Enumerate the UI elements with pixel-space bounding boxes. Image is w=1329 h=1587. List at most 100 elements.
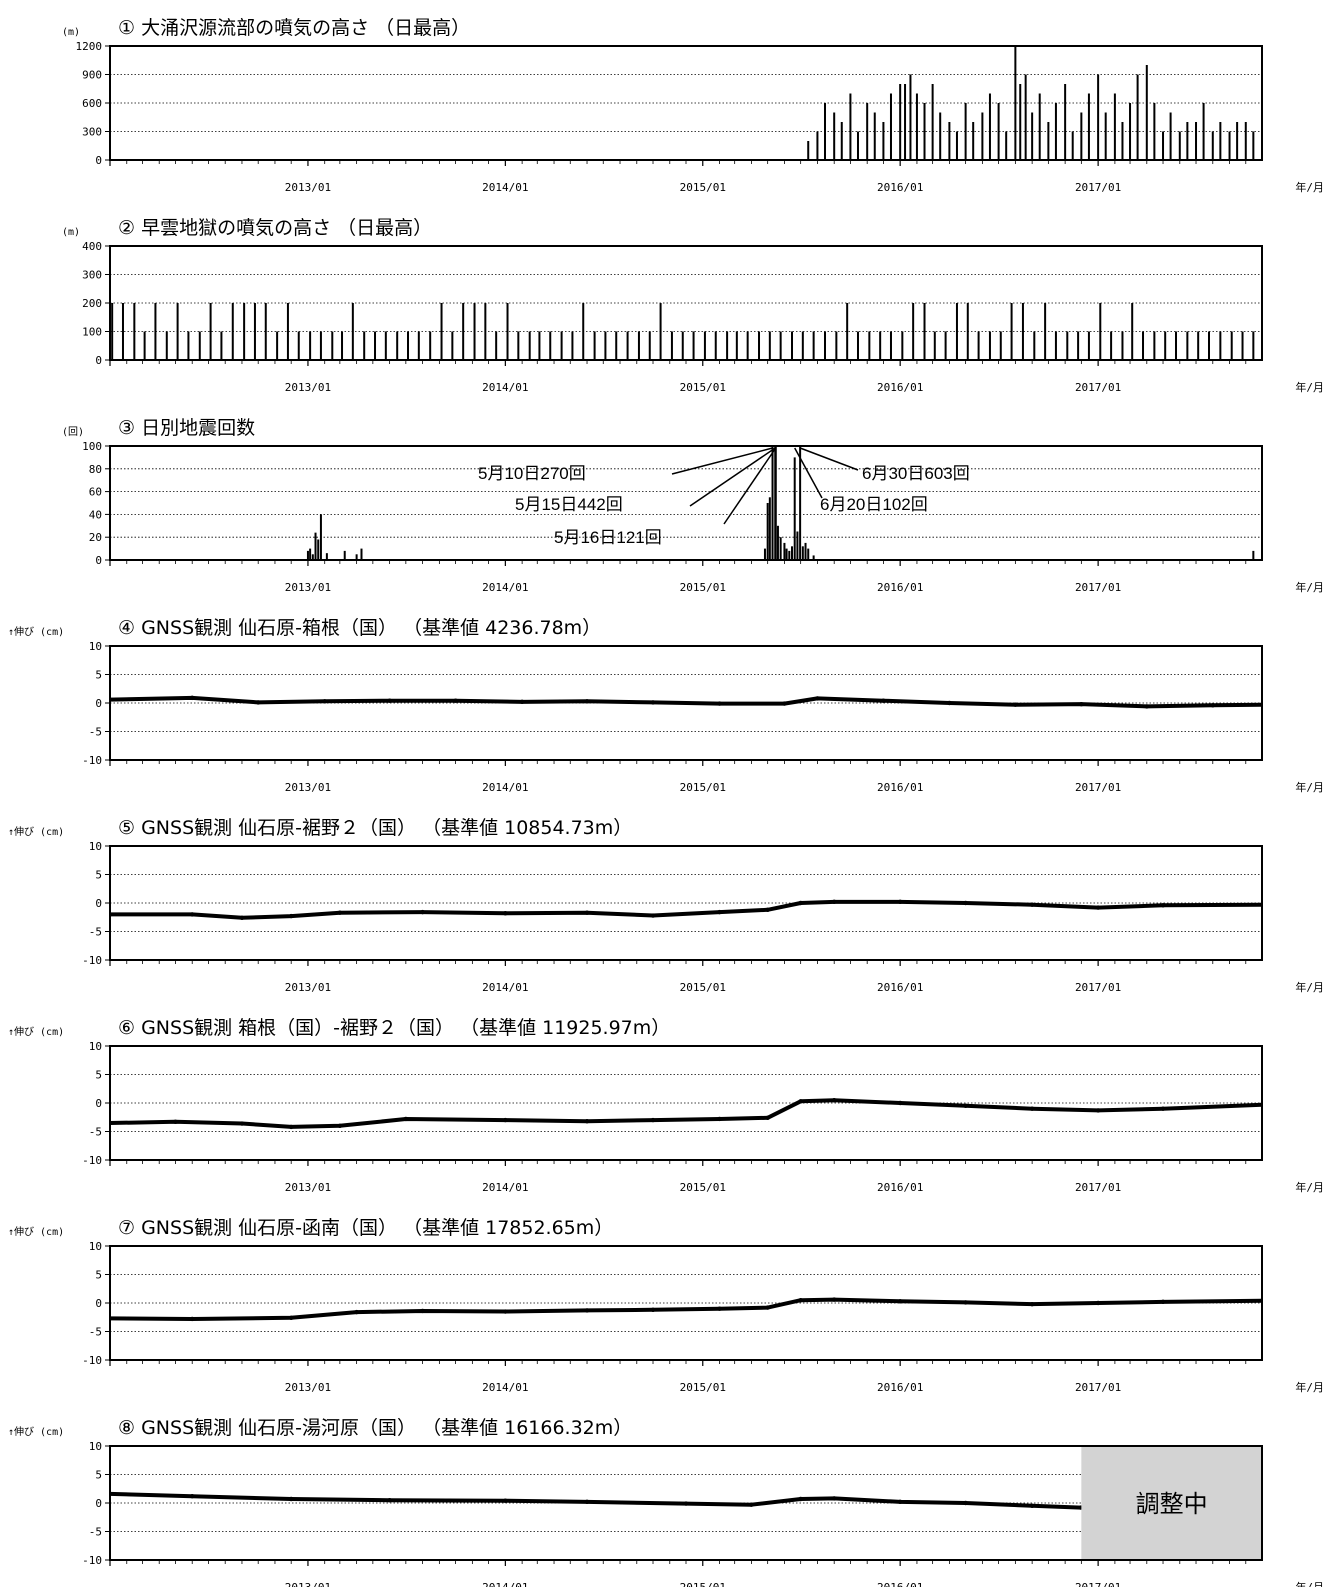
data-point [1160,1106,1166,1111]
series-line [110,695,1262,709]
bar [351,303,354,360]
data-point [1160,1299,1166,1305]
bar [484,303,487,360]
bar [1164,331,1167,360]
data-point [765,907,770,913]
bar [429,331,432,360]
panel-title: ⑧ GNSS観測 仙石原-湯河原（国） （基準値 16166.32m） [118,1417,632,1439]
data-point [190,912,195,917]
bar [319,331,322,360]
chart-panel-6: ⑥ GNSS観測 箱根（国）-裾野２（国） （基準値 11925.97m） ↑伸び… [8,1017,1324,1194]
bar [1207,331,1210,360]
y-tick-label: -5 [89,1326,102,1339]
bar [977,331,980,360]
x-unit-label: 年/月 [1295,980,1324,994]
bar [1241,331,1244,360]
bar [473,303,476,360]
bar [462,303,465,360]
bar [325,553,328,560]
bar [317,539,320,560]
bar [866,103,869,160]
bar [779,537,782,560]
bar [1202,103,1205,160]
bar [1162,131,1165,160]
x-tick-label: 2016/01 [877,181,923,194]
data-point [683,1501,689,1506]
bar [909,74,912,160]
bar [121,303,124,360]
panel-title: ① 大涌沢源流部の噴気の高さ （日最高） [118,17,470,39]
bar [768,497,771,560]
bar [948,122,951,160]
x-tick-label: 2016/01 [877,981,923,994]
data-point [897,899,903,905]
bar [988,93,991,160]
bar [812,331,815,360]
annotation-leader [671,447,773,475]
bar [988,331,991,360]
bar [187,331,190,360]
bar [868,331,871,360]
bar [309,331,312,360]
y-tick-label: 600 [82,97,102,110]
bar [209,303,212,360]
panel-title: ③ 日別地震回数 [118,417,255,439]
y-tick-label: 20 [89,531,102,544]
bar [549,331,552,360]
bar [899,84,902,160]
x-tick-label: 2014/01 [482,1181,528,1194]
data-point [831,899,837,905]
bar [253,303,256,360]
x-tick-label: 2014/01 [482,781,528,794]
bar [314,532,317,560]
bar [799,446,802,560]
x-unit-label: 年/月 [1295,1180,1324,1194]
x-tick-label: 2014/01 [482,181,528,194]
data-point [650,700,656,705]
bar [1024,74,1027,160]
data-point [881,698,886,703]
bar [966,303,969,360]
data-point [650,1117,656,1123]
y-tick-label: -10 [82,1154,102,1167]
bar [933,331,936,360]
series-line [110,899,1262,920]
bar [1080,112,1083,160]
bar [882,122,885,160]
bar [1153,103,1156,160]
x-tick-label: 2016/01 [877,1181,923,1194]
bar [835,331,838,360]
data-point [947,700,952,706]
bar [1099,303,1102,360]
bar [1064,84,1067,160]
data-marks [110,1297,1262,1322]
bar [791,331,794,360]
data-point [503,1498,508,1503]
x-unit-label: 年/月 [1295,780,1324,794]
bar [846,303,849,360]
x-tick-label: 2017/01 [1075,1181,1121,1194]
bar [1153,331,1156,360]
bar [143,331,146,360]
data-point [831,1496,837,1501]
data-point [387,698,392,703]
data-point [963,1103,968,1109]
bar [637,331,640,360]
adjusting-box [1081,1446,1262,1560]
bar [506,303,509,360]
plot-frame [109,445,1263,561]
bar [1244,122,1247,160]
bar [374,331,377,360]
bar [396,331,399,360]
data-point [503,911,508,916]
data-point [1029,1106,1035,1111]
bar [840,122,843,160]
y-tick-label: 60 [89,486,102,499]
y-tick-label: 5 [95,1469,102,1482]
bar [783,542,786,560]
panel-title: ⑦ GNSS観測 仙石原-函南（国） （基準値 17852.65m） [118,1217,613,1239]
y-tick-label: 0 [95,154,102,167]
bar [538,331,541,360]
y-tick-label: 0 [95,354,102,367]
